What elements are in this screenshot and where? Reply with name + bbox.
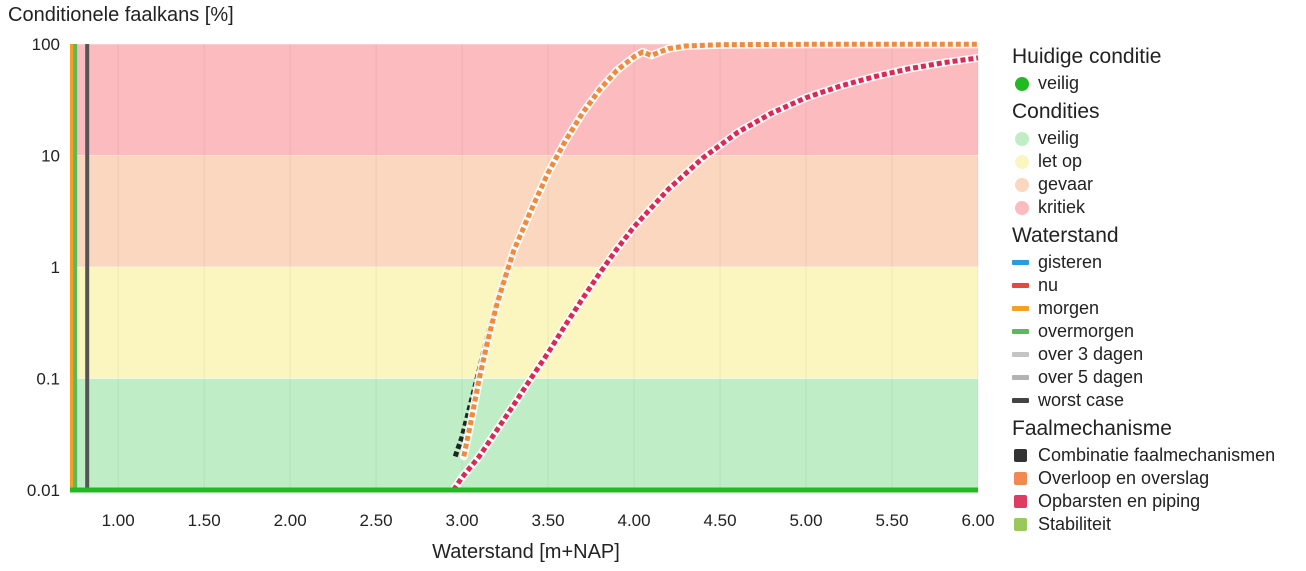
legend-item-label: gisteren [1038,252,1103,272]
legend-item-label: kritiek [1038,197,1086,217]
legend-swatch-line [1012,306,1029,311]
legend-item-veilig[interactable]: veilig [1012,127,1304,150]
legend-item-label: Opbarsten en piping [1038,491,1201,511]
legend-item-label: over 5 dagen [1038,367,1144,387]
series-line-overloop [461,41,978,457]
legend-item-current-veilig[interactable]: veilig [1012,72,1304,95]
x-tick-label: 1.00 [102,511,135,530]
band-let-op [70,267,978,379]
legend-item-over-5-dagen[interactable]: over 5 dagen [1012,366,1304,389]
band-gevaar [70,155,978,267]
legend-swatch-line [1012,375,1029,380]
legend-conditions-title: Condities [1012,100,1100,123]
legend-current: Huidige conditie veilig [1012,42,1304,95]
y-tick-label: 0.01 [27,481,60,500]
series-lines [449,40,982,494]
x-tick-label: 2.50 [360,511,393,530]
band-veilig [70,378,978,490]
x-tick-label: 1.50 [188,511,221,530]
legend-item-label: over 3 dagen [1038,344,1144,364]
legend-swatch-dot [1015,177,1029,192]
legend-item-worst-case[interactable]: worst case [1012,389,1304,412]
legend-item-over-3-dagen[interactable]: over 3 dagen [1012,343,1304,366]
legend-conditions: Condities veilig let op gevaar kritiek [1012,97,1304,219]
legend-item-stabiliteit[interactable]: Stabiliteit [1012,513,1304,536]
legend-item-opbarsten[interactable]: Opbarsten en piping [1012,490,1304,513]
legend-swatch-square [1014,518,1027,531]
band-kritiek [70,44,978,156]
legend-item-label: Combinatie faalmechanismen [1038,445,1276,465]
legend-swatch-square [1014,449,1027,462]
legend: Huidige conditie veilig Condities veilig… [1012,42,1304,538]
waterstand-lines [70,44,90,490]
legend-item-overmorgen[interactable]: overmorgen [1012,320,1304,343]
legend-swatch-line [1012,398,1029,403]
x-tick-label: 5.00 [789,511,822,530]
legend-waterstand-title: Waterstand [1012,224,1119,247]
legend-item-label: worst case [1038,390,1125,410]
chart: 1.00 1.50 2.00 2.50 3.00 3.50 4.00 4.50 5.00 5.50… [27,35,995,563]
legend-item-label: nu [1038,275,1059,295]
legend-item-label: veilig [1038,73,1080,93]
legend-item-nu[interactable]: nu [1012,274,1304,297]
legend-item-label: overmorgen [1038,321,1135,341]
legend-current-title: Huidige conditie [1012,45,1162,68]
legend-item-label: gevaar [1038,174,1094,194]
legend-item-gevaar[interactable]: gevaar [1012,173,1304,196]
legend-item-label: morgen [1038,298,1100,318]
legend-faalmechanisme-title: Faalmechanisme [1012,417,1172,440]
legend-item-overloop[interactable]: Overloop en overslag [1012,467,1304,490]
y-tick-label: 100 [32,35,60,54]
x-axis-label: Waterstand [m+NAP] [432,541,620,563]
x-tick-label: 4.50 [703,511,736,530]
legend-item-morgen[interactable]: morgen [1012,297,1304,320]
legend-item-label: Stabiliteit [1038,514,1112,534]
legend-item-label: veilig [1038,128,1080,148]
legend-waterstand: Waterstand gisteren nu morgen overmorgen… [1012,221,1304,412]
condition-bands [70,44,978,490]
x-tick-label: 4.00 [618,511,651,530]
legend-swatch-dot [1015,200,1029,215]
legend-swatch-line [1012,260,1029,265]
legend-swatch-square [1014,472,1027,485]
x-tick-label: 6.00 [961,511,994,530]
legend-swatch-dot [1015,131,1029,146]
legend-item-label: let op [1038,151,1083,171]
legend-item-gisteren[interactable]: gisteren [1012,251,1304,274]
legend-item-label: Overloop en overslag [1038,468,1210,488]
y-tick-label: 0.1 [36,370,60,389]
x-tick-label: 5.50 [875,511,908,530]
legend-item-let-op[interactable]: let op [1012,150,1304,173]
x-tick-label: 3.00 [446,511,479,530]
series-line-opbarsten [451,55,979,492]
legend-swatch-square [1014,495,1027,508]
legend-faalmechanisme: Faalmechanisme Combinatie faalmechanisme… [1012,414,1304,536]
y-tick-labels: 0.01 0.1 1 10 100 [27,35,60,500]
legend-swatch-line [1012,329,1029,334]
legend-swatch-dot [1015,154,1029,169]
y-tick-label: 1 [51,258,60,277]
x-tick-label: 2.00 [274,511,307,530]
x-tick-labels: 1.00 1.50 2.00 2.50 3.00 3.50 4.00 4.50 5.00 5.50… [102,511,995,530]
y-tick-label: 10 [41,147,60,166]
legend-swatch-line [1012,283,1029,288]
legend-swatch-line [1012,352,1029,357]
legend-swatch-dot [1015,76,1029,91]
legend-item-combinatie[interactable]: Combinatie faalmechanismen [1012,444,1304,467]
legend-item-kritiek[interactable]: kritiek [1012,196,1304,219]
y-axis-label: Conditionele faalkans [%] [8,4,234,26]
x-tick-label: 3.50 [532,511,565,530]
